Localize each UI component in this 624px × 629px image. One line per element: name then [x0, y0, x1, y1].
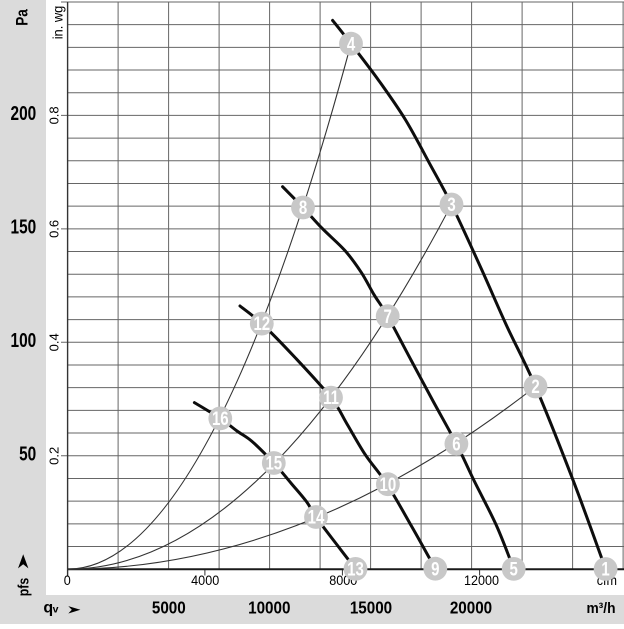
svg-text:Pa: Pa [13, 9, 32, 26]
svg-text:1: 1 [601, 559, 610, 580]
svg-text:5: 5 [510, 559, 519, 580]
svg-text:0.4: 0.4 [47, 333, 62, 351]
svg-text:14: 14 [308, 507, 325, 528]
svg-text:11: 11 [323, 388, 339, 409]
svg-text:8: 8 [299, 197, 307, 218]
svg-text:4000: 4000 [191, 573, 219, 589]
svg-text:9: 9 [431, 559, 439, 580]
svg-text:pfs: pfs [16, 578, 32, 596]
svg-text:50: 50 [19, 442, 36, 464]
svg-text:0.2: 0.2 [47, 447, 62, 465]
svg-text:v: v [53, 603, 59, 615]
svg-text:12: 12 [253, 314, 270, 335]
svg-text:4: 4 [347, 34, 356, 55]
svg-text:13: 13 [347, 559, 364, 580]
svg-text:7: 7 [384, 306, 392, 327]
svg-text:0.8: 0.8 [47, 106, 62, 124]
svg-text:16: 16 [212, 408, 229, 429]
svg-text:in. wg: in. wg [50, 6, 66, 40]
svg-text:15000: 15000 [350, 598, 392, 617]
svg-text:0.6: 0.6 [47, 220, 62, 238]
svg-text:q: q [43, 600, 53, 617]
svg-text:10000: 10000 [248, 598, 290, 617]
svg-text:m³/h: m³/h [586, 600, 615, 616]
svg-text:10: 10 [380, 474, 397, 495]
svg-text:100: 100 [11, 329, 37, 351]
svg-text:0: 0 [64, 573, 71, 589]
svg-text:6: 6 [452, 434, 460, 455]
svg-text:2: 2 [531, 376, 539, 397]
svg-text:150: 150 [11, 215, 37, 237]
svg-text:5000: 5000 [152, 598, 186, 617]
svg-text:12000: 12000 [464, 573, 499, 589]
svg-text:200: 200 [11, 102, 37, 124]
svg-text:15: 15 [265, 453, 282, 474]
svg-text:20000: 20000 [450, 598, 492, 617]
svg-text:3: 3 [447, 194, 455, 215]
